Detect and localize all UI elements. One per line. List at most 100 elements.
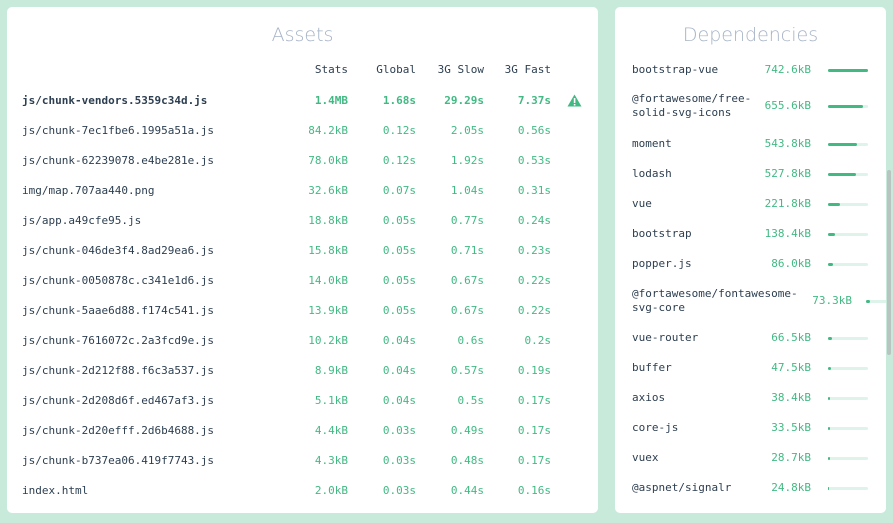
- asset-metric: 0.12s: [382, 154, 416, 167]
- asset-name: img/map.707aa440.png: [22, 184, 155, 197]
- asset-metric: 0.03s: [382, 424, 416, 437]
- size-bar-track: [828, 143, 868, 146]
- dependency-size: 742.6kB: [764, 63, 811, 76]
- size-bar: [828, 203, 840, 206]
- asset-name: js/chunk-2d212f88.f6c3a537.js: [22, 364, 215, 377]
- asset-metric: 0.17s: [517, 454, 551, 467]
- asset-name: js/chunk-0050878c.c341e1d6.js: [22, 274, 215, 287]
- dependency-size: 66.5kB: [771, 331, 811, 344]
- asset-name: js/app.a49cfe95.js: [22, 214, 142, 227]
- dependency-name: buffer: [632, 361, 672, 374]
- asset-metric: 1.4MB: [314, 94, 348, 107]
- dependency-size: 73.3kB: [812, 294, 852, 307]
- asset-metric: 0.05s: [382, 304, 416, 317]
- size-bar-track: [828, 427, 868, 430]
- size-bar: [828, 397, 831, 400]
- asset-metric: 0.04s: [382, 334, 416, 347]
- asset-metric: 0.04s: [382, 364, 416, 377]
- asset-name: js/chunk-62239078.e4be281e.js: [22, 154, 215, 167]
- asset-name: js/chunk-2d20efff.2d6b4688.js: [22, 424, 215, 437]
- dependency-size: 24.8kB: [771, 481, 811, 494]
- size-bar-track: [828, 233, 868, 236]
- size-bar: [828, 427, 830, 430]
- dependency-size: 655.6kB: [764, 99, 811, 112]
- dependency-size: 138.4kB: [764, 227, 811, 240]
- size-bar-track: [828, 337, 868, 340]
- size-bar: [828, 457, 830, 460]
- size-bar-track: [828, 263, 868, 266]
- asset-metric: 0.16s: [517, 484, 551, 497]
- asset-metric: 29.29s: [444, 94, 484, 107]
- size-bar-track: [828, 203, 868, 206]
- asset-metric: 0.19s: [517, 364, 551, 377]
- size-bar-track: [828, 105, 868, 108]
- dependency-name: vuex: [632, 451, 659, 464]
- asset-name: index.html: [22, 484, 89, 497]
- asset-metric: 0.67s: [450, 274, 484, 287]
- size-bar-track: [866, 300, 886, 303]
- dependency-name: bootstrap: [632, 227, 692, 240]
- warning-icon: [567, 94, 582, 107]
- dependency-name: axios: [632, 391, 666, 404]
- asset-metric: 1.68s: [382, 94, 416, 107]
- asset-name: js/chunk-5aae6d88.f174c541.js: [22, 304, 215, 317]
- size-bar: [828, 367, 831, 370]
- assets-panel: Assets Stats Global 3G Slow 3G Fast js/chunk-…: [7, 7, 598, 513]
- size-bar: [828, 233, 836, 236]
- dependency-size: 33.5kB: [771, 421, 811, 434]
- asset-metric: 0.12s: [382, 124, 416, 137]
- column-header: 3G Slow: [437, 63, 484, 76]
- asset-metric: 0.49s: [450, 424, 484, 437]
- asset-metric: 0.77s: [450, 214, 484, 227]
- asset-metric: 0.17s: [517, 424, 551, 437]
- asset-name: js/chunk-046de3f4.8ad29ea6.js: [22, 244, 215, 257]
- dependency-name: core-js: [632, 421, 679, 434]
- size-bar-track: [828, 397, 868, 400]
- asset-metric: 2.05s: [450, 124, 484, 137]
- asset-metric: 84.2kB: [308, 124, 348, 137]
- scrollbar[interactable]: [887, 170, 891, 355]
- asset-metric: 0.2s: [524, 334, 552, 347]
- asset-metric: 1.92s: [450, 154, 484, 167]
- asset-metric: 0.23s: [517, 244, 551, 257]
- dependency-name: moment: [632, 137, 672, 150]
- asset-metric: 0.24s: [517, 214, 551, 227]
- asset-metric: 4.3kB: [314, 454, 348, 467]
- dependencies-panel: Dependencies bootstrap-vue 742.6kB @fortawe…: [615, 7, 886, 513]
- asset-name: js/chunk-vendors.5359c34d.js: [22, 94, 208, 107]
- asset-metric: 0.31s: [517, 184, 551, 197]
- dependency-name: vue-router: [632, 331, 699, 344]
- asset-metric: 0.07s: [382, 184, 416, 197]
- column-header: Global: [376, 63, 416, 76]
- size-bar-track: [828, 367, 868, 370]
- asset-metric: 0.48s: [450, 454, 484, 467]
- size-bar: [866, 300, 870, 303]
- asset-metric: 32.6kB: [308, 184, 348, 197]
- asset-metric: 10.2kB: [308, 334, 348, 347]
- dependency-size: 38.4kB: [771, 391, 811, 404]
- asset-metric: 0.03s: [382, 454, 416, 467]
- asset-metric: 2.0kB: [314, 484, 348, 497]
- asset-metric: 0.05s: [382, 274, 416, 287]
- panel-title: Dependencies: [682, 24, 819, 46]
- asset-metric: 4.4kB: [314, 424, 348, 437]
- dependency-size: 543.8kB: [764, 137, 811, 150]
- dependency-name: @fortawesome/free-solid-svg-icons: [632, 92, 752, 119]
- asset-metric: 0.6s: [457, 334, 485, 347]
- panel-title: Assets: [271, 24, 334, 46]
- asset-name: js/chunk-b737ea06.419f7743.js: [22, 454, 215, 467]
- asset-metric: 0.67s: [450, 304, 484, 317]
- asset-metric: 18.8kB: [308, 214, 348, 227]
- dependency-size: 86.0kB: [771, 257, 811, 270]
- dependency-name: bootstrap-vue: [632, 63, 719, 76]
- size-bar: [828, 263, 833, 266]
- asset-metric: 0.05s: [382, 244, 416, 257]
- size-bar: [828, 337, 832, 340]
- size-bar: [828, 105, 864, 108]
- size-bar-track: [828, 457, 868, 460]
- size-bar: [828, 173, 857, 176]
- asset-name: js/chunk-2d208d6f.ed467af3.js: [22, 394, 215, 407]
- asset-metric: 1.04s: [450, 184, 484, 197]
- dependency-name: @fortawesome/fontawesome-svg-core: [632, 287, 798, 314]
